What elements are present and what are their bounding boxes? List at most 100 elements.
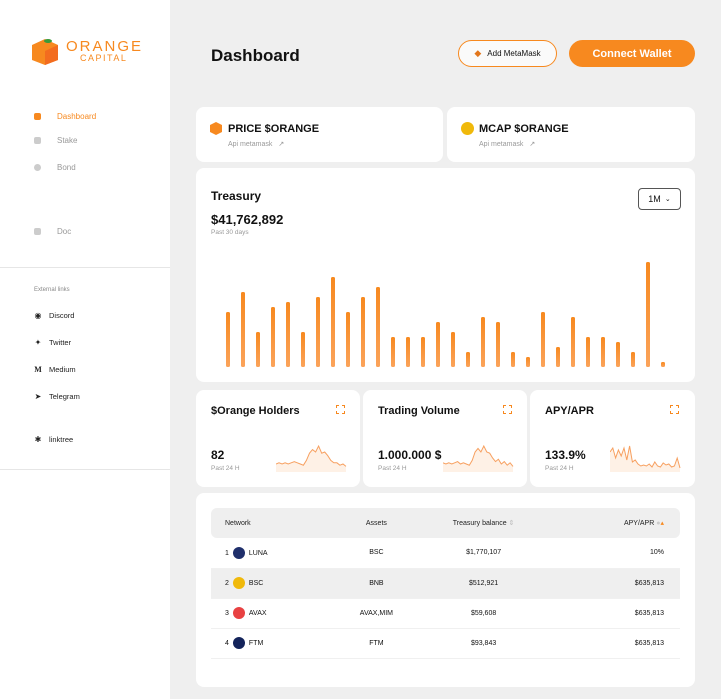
orange-logo-icon: [32, 39, 58, 65]
connect-wallet-button[interactable]: Connect Wallet: [569, 40, 695, 67]
divider: [0, 469, 170, 470]
stat-value: 133.9%: [545, 448, 586, 462]
col-network: Network: [211, 508, 339, 538]
sparkline: [443, 444, 514, 472]
link-medium[interactable]: M Medium: [34, 365, 75, 374]
bar: [376, 287, 380, 367]
metamask-icon: ◆: [474, 48, 482, 58]
price-card: PRICE $ORANGE Api metamask ↗: [196, 107, 443, 162]
stat-value: 82: [211, 448, 225, 462]
col-assets: Assets: [338, 508, 414, 538]
bsc-icon: [232, 577, 245, 589]
expand-icon[interactable]: [503, 405, 512, 414]
apy: 10%: [553, 538, 680, 569]
table-row[interactable]: 2 BSC BNB $512,921 $635,813: [211, 568, 680, 599]
expand-icon[interactable]: [336, 405, 345, 414]
sort-icon: ▴: [660, 520, 664, 527]
bar: [661, 362, 665, 367]
networks-table: Network Assets Treasury balance ⇕ APY/AP…: [211, 508, 680, 659]
bar: [571, 317, 575, 367]
network-name: BSC: [248, 579, 264, 587]
avax-icon: [232, 607, 245, 619]
bar: [256, 332, 260, 367]
balance: $1,770,107: [413, 538, 554, 569]
bar: [406, 337, 410, 367]
bar: [436, 322, 440, 367]
treasury-title: Treasury: [211, 189, 262, 203]
add-metamask-button[interactable]: ◆ Add MetaMask: [458, 40, 557, 67]
bar: [541, 312, 545, 367]
sidebar-item-doc[interactable]: Doc: [34, 227, 71, 236]
telegram-icon: ➤: [34, 392, 42, 401]
chevron-down-icon: ⌄: [664, 196, 671, 203]
bar: [646, 262, 650, 367]
bar: [226, 312, 230, 367]
bar: [286, 302, 290, 367]
link-twitter[interactable]: ✦ Twitter: [34, 338, 71, 347]
table-row[interactable]: 4 FTM FTM $93,843 $635,813: [211, 628, 680, 659]
label: APY/APR: [623, 520, 655, 527]
doc-icon: [34, 228, 41, 235]
price-title: PRICE $ORANGE: [228, 123, 320, 135]
stat-title: Trading Volume: [378, 405, 460, 417]
apy: $635,813: [553, 628, 680, 659]
price-source-link[interactable]: Api metamask ↗: [228, 140, 284, 148]
sidebar-item-stake[interactable]: Stake: [34, 136, 77, 145]
bar: [241, 292, 245, 367]
assets: BNB: [338, 568, 414, 599]
row-index: 3: [225, 609, 229, 617]
apy: $635,813: [553, 568, 680, 599]
sparkline: [276, 444, 347, 472]
ftm-icon: [232, 637, 245, 649]
label: Api metamask: [228, 141, 273, 148]
page-title: Dashboard: [211, 46, 300, 65]
label: Bond: [57, 163, 76, 172]
link-telegram[interactable]: ➤ Telegram: [34, 392, 80, 401]
sidebar-item-bond[interactable]: Bond: [34, 163, 76, 172]
mcap-source-link[interactable]: Api metamask ↗: [479, 140, 535, 148]
table-row[interactable]: 3 AVAX AVAX,MIM $59,608 $635,813: [211, 598, 680, 629]
label: Stake: [57, 136, 78, 145]
bar: [451, 332, 455, 367]
mcap-card: MCAP $ORANGE Api metamask ↗: [447, 107, 695, 162]
label: Telegram: [49, 392, 80, 401]
network-name: LUNA: [248, 549, 268, 557]
luna-icon: [232, 546, 245, 559]
label: Doc: [57, 227, 72, 236]
expand-icon[interactable]: [670, 405, 679, 414]
treasury-bar-chart: [226, 262, 665, 367]
col-balance[interactable]: Treasury balance ⇕: [413, 508, 554, 538]
discord-icon: ◉: [34, 311, 42, 320]
assets: BSC: [338, 538, 414, 569]
external-link-icon: ↗: [529, 141, 536, 148]
external-links-label: External links: [34, 287, 70, 293]
apy: $635,813: [553, 598, 680, 629]
table-row[interactable]: 1 LUNA BSC $1,770,107 10%: [211, 538, 680, 569]
link-discord[interactable]: ◉ Discord: [34, 311, 75, 320]
treasury-value: $41,762,892: [211, 212, 284, 227]
assets: FTM: [338, 628, 414, 659]
grid-icon: [34, 113, 41, 120]
col-apy[interactable]: APY/APR ●▴: [553, 508, 680, 538]
bar: [271, 307, 275, 367]
link-linktree[interactable]: ✱ linktree: [34, 435, 74, 444]
treasury-sub: Past 30 days: [211, 229, 249, 236]
bar: [361, 297, 365, 367]
bar: [346, 312, 350, 367]
divider: [0, 267, 170, 268]
range-select[interactable]: 1M ⌄: [638, 188, 681, 210]
twitter-icon: ✦: [34, 338, 42, 347]
sidebar-item-dashboard[interactable]: Dashboard: [34, 112, 96, 121]
stat-title: APY/APR: [545, 405, 594, 417]
bar: [481, 317, 485, 367]
row-index: 4: [225, 639, 229, 647]
bar: [316, 297, 320, 367]
bar: [631, 352, 635, 367]
stat-sub: Past 24 H: [378, 465, 407, 472]
external-link-icon: ↗: [278, 141, 285, 148]
label: linktree: [49, 435, 74, 444]
label: Discord: [49, 311, 75, 320]
row-index: 2: [225, 579, 229, 587]
table-header: Network Assets Treasury balance ⇕ APY/AP…: [211, 508, 680, 538]
linktree-icon: ✱: [34, 435, 42, 444]
